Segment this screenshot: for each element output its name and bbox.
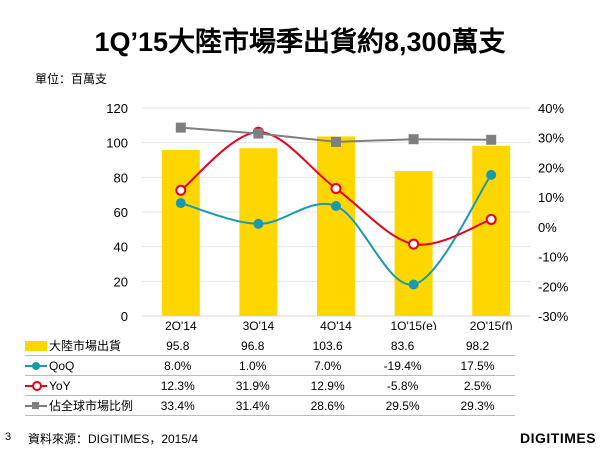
data-table: 大陸市場出貨 95.8 96.8 103.6 83.6 98.2 QoQ 8.0% 1.0% 7.… bbox=[25, 336, 515, 416]
series-name: QoQ bbox=[49, 358, 75, 373]
table-cell: 96.8 bbox=[241, 338, 265, 353]
share-marker bbox=[175, 122, 186, 133]
page-number: 3 bbox=[5, 431, 12, 443]
table-cell: 95.8 bbox=[166, 338, 190, 353]
qoq-line bbox=[180, 174, 493, 286]
bar-legend-icon bbox=[25, 340, 47, 351]
share-marker bbox=[486, 134, 497, 145]
qoq-marker bbox=[408, 279, 419, 290]
chart: 0 20 40 60 80 100 120 -30% -20% -10% 0% 10% 20% 30% 40… bbox=[106, 101, 569, 330]
yoy-marker bbox=[330, 183, 342, 195]
qoq-marker bbox=[486, 169, 497, 180]
legend-entry: 佔全球市場比例 bbox=[25, 397, 140, 414]
table-cell: 17.5% bbox=[460, 358, 495, 373]
yoy-marker bbox=[408, 238, 420, 250]
legend-entry: QoQ bbox=[25, 359, 140, 373]
table-cell: -19.4% bbox=[383, 358, 422, 373]
yoy-marker bbox=[485, 213, 497, 225]
line-legend-icon bbox=[25, 380, 47, 392]
table-cell: 83.6 bbox=[390, 338, 415, 353]
bar bbox=[161, 149, 200, 316]
table-cell: -5.8% bbox=[386, 378, 419, 393]
right-tick-label: 10% bbox=[538, 190, 564, 205]
right-tick-label: -20% bbox=[538, 279, 569, 294]
right-tick-label: 30% bbox=[538, 131, 564, 146]
table-row: 佔全球市場比例 33.4% 31.4% 28.6% 29.5% 29.3% bbox=[25, 396, 515, 416]
bar bbox=[317, 136, 355, 316]
table-cell: 31.4% bbox=[235, 398, 270, 413]
source-note: 資料來源：DIGITIMES，2015/4 bbox=[28, 432, 199, 446]
share-marker bbox=[253, 128, 264, 139]
yoy-marker bbox=[175, 184, 187, 196]
qoq-marker bbox=[253, 218, 264, 229]
left-tick-label: 0 bbox=[121, 309, 128, 324]
table-cell: 7.0% bbox=[313, 358, 342, 373]
category-label: 2Q'14 bbox=[165, 319, 197, 330]
share-marker bbox=[408, 134, 419, 145]
table-cell: 98.2 bbox=[465, 338, 490, 353]
left-tick-label: 60 bbox=[114, 205, 128, 220]
table-cell: 29.5% bbox=[385, 398, 420, 413]
line-legend-icon bbox=[25, 400, 47, 412]
table-cell: 2.5% bbox=[463, 378, 492, 393]
table-cell: 12.9% bbox=[310, 378, 345, 393]
unit-label: 單位：百萬支 bbox=[35, 72, 108, 86]
legend-entry: 大陸市場出貨 bbox=[25, 337, 140, 354]
category-label: 1Q'15(e) bbox=[390, 319, 436, 330]
left-tick-label: 20 bbox=[114, 274, 128, 289]
line-legend-icon bbox=[25, 360, 47, 372]
share-marker bbox=[331, 136, 341, 147]
left-tick-label: 120 bbox=[106, 101, 128, 116]
table-cell: 33.4% bbox=[160, 398, 195, 413]
category-label: 2Q'15(f) bbox=[470, 319, 513, 330]
series-name: YoY bbox=[49, 378, 71, 393]
qoq-marker bbox=[331, 201, 341, 212]
table-cell: 8.0% bbox=[164, 358, 192, 373]
qoq-marker bbox=[175, 198, 186, 209]
right-tick-label: -10% bbox=[538, 250, 569, 265]
left-tick-label: 100 bbox=[106, 136, 128, 151]
table-cell: 1.0% bbox=[239, 358, 267, 373]
right-tick-label: 40% bbox=[538, 101, 564, 116]
bar bbox=[239, 148, 278, 316]
table-cell: 28.6% bbox=[310, 398, 345, 413]
left-tick-label: 80 bbox=[114, 170, 128, 185]
table-cell: 29.3% bbox=[460, 398, 495, 413]
table-cell: 103.6 bbox=[312, 338, 343, 353]
right-tick-label: 0% bbox=[538, 220, 557, 235]
legend-entry: YoY bbox=[25, 379, 140, 393]
left-tick-label: 40 bbox=[114, 240, 128, 255]
category-label: 3Q'14 bbox=[243, 319, 275, 330]
table-row: 大陸市場出貨 95.8 96.8 103.6 83.6 98.2 bbox=[25, 336, 515, 356]
digitimes-logo: DIGITIMES bbox=[520, 430, 597, 446]
page-title: 1Q’15大陸市場季出貨約8,300萬支 bbox=[94, 27, 506, 57]
table-cell: 31.9% bbox=[235, 378, 270, 393]
table-row: QoQ 8.0% 1.0% 7.0% -19.4% 17.5% bbox=[25, 356, 515, 376]
table-cell: 12.3% bbox=[160, 378, 195, 393]
right-tick-label: -30% bbox=[538, 309, 569, 324]
right-tick-label: 20% bbox=[538, 160, 564, 175]
table-row: YoY 12.3% 31.9% 12.9% -5.8% 2.5% bbox=[25, 376, 515, 396]
series-name: 大陸市場出貨 bbox=[49, 339, 122, 353]
category-label: 4Q'14 bbox=[320, 319, 352, 330]
series-name: 佔全球市場比例 bbox=[49, 399, 134, 413]
